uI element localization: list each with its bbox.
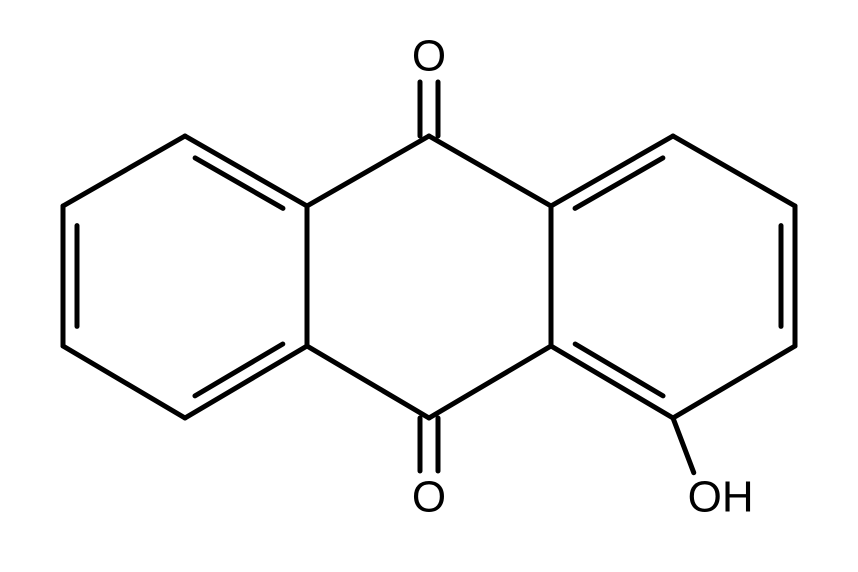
bond: [307, 346, 429, 418]
molecule-diagram: O O OH: [0, 0, 858, 572]
bond: [185, 136, 307, 208]
bond: [420, 418, 438, 471]
bond: [63, 346, 185, 418]
bond: [429, 136, 551, 206]
bond: [307, 136, 429, 206]
bond: [551, 136, 673, 208]
bond: [185, 344, 307, 418]
bond: [673, 346, 795, 418]
bond: [551, 344, 673, 418]
bond: [63, 136, 185, 206]
bond: [673, 418, 694, 473]
atom-label: OH: [688, 473, 754, 522]
bond: [420, 82, 438, 136]
bond: [63, 206, 77, 346]
bond: [781, 206, 795, 346]
bond: [429, 346, 551, 418]
bond: [673, 136, 795, 206]
atom-label: O: [412, 473, 446, 522]
atom-label: O: [412, 32, 446, 81]
